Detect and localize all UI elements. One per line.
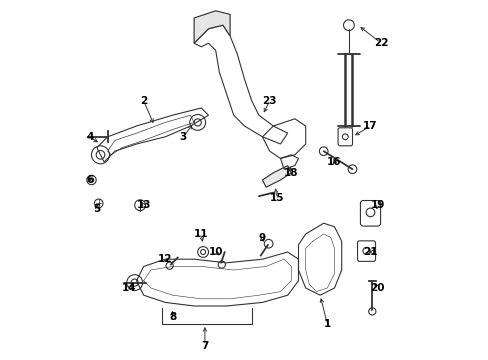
Text: 17: 17	[363, 121, 377, 131]
Text: 2: 2	[140, 96, 147, 106]
Polygon shape	[194, 11, 230, 43]
Text: 3: 3	[179, 132, 186, 142]
Text: 15: 15	[269, 193, 284, 203]
Text: 1: 1	[323, 319, 330, 329]
Text: 7: 7	[201, 341, 208, 351]
Text: 13: 13	[136, 200, 151, 210]
Text: 20: 20	[370, 283, 384, 293]
Text: 12: 12	[158, 254, 172, 264]
Text: 14: 14	[122, 283, 136, 293]
Text: 10: 10	[208, 247, 223, 257]
Text: 16: 16	[326, 157, 341, 167]
Text: 9: 9	[259, 233, 265, 243]
Text: 5: 5	[93, 204, 101, 214]
Text: 21: 21	[363, 247, 377, 257]
Text: 22: 22	[373, 38, 388, 48]
Polygon shape	[262, 166, 291, 187]
Text: 11: 11	[194, 229, 208, 239]
Text: 18: 18	[284, 168, 298, 178]
Text: 4: 4	[86, 132, 93, 142]
Text: 6: 6	[86, 175, 93, 185]
Text: 23: 23	[262, 96, 276, 106]
Text: 8: 8	[168, 312, 176, 322]
Text: 19: 19	[370, 200, 384, 210]
